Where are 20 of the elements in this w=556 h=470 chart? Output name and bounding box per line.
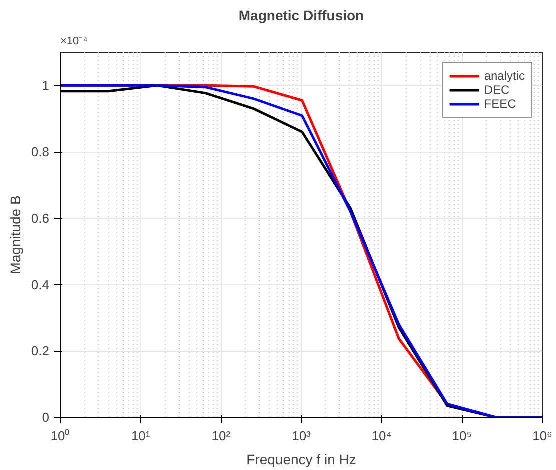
chart-title: Magnetic Diffusion [238,8,364,24]
y-axis-title: Magnitude B [7,196,24,274]
y-tick-label: 0.4 [31,277,50,292]
x-tick-label: 10⁰ [50,428,70,444]
y-tick-label: 0.6 [31,210,50,226]
legend-label: DEC [484,83,510,97]
x-tick-label: 10² [212,428,232,444]
y-tick-label: 0 [42,410,50,425]
x-tick-label: 10⁵ [452,428,472,444]
x-tick-label: 10⁶ [532,428,552,444]
legend-label: FEEC [484,97,516,111]
x-axis-title: Frequency f in Hz [246,452,356,468]
y-tick-label: 0.8 [31,144,50,160]
x-tick-label: 10¹ [131,428,151,444]
legend-label: analytic [484,69,525,83]
y-tick-label: 0.2 [31,344,50,359]
x-tick-label: 10⁴ [372,428,392,444]
y-tick-label: 1 [42,78,50,94]
x-tick-label: 10³ [292,428,312,444]
text: ×10⁻⁴ [60,36,88,48]
